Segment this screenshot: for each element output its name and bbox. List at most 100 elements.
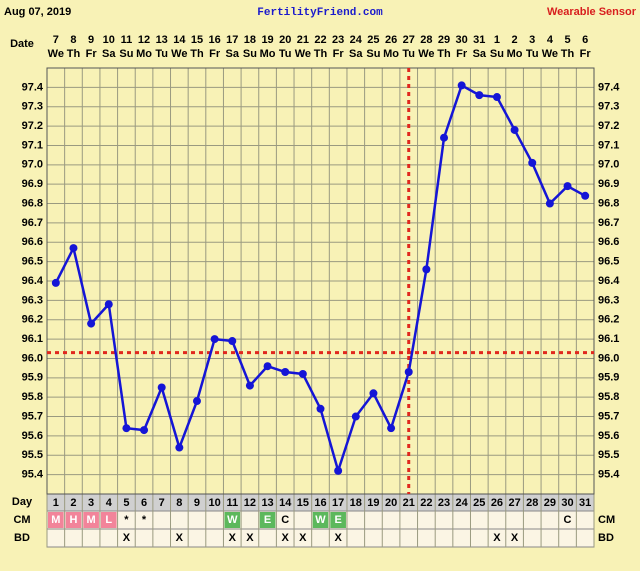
- weekday-label: Th: [314, 48, 328, 60]
- y-tick-label: 96.0: [22, 352, 43, 364]
- y-tick-label-right: 97.3: [598, 101, 619, 113]
- bd-label-right: BD: [598, 532, 614, 544]
- cm-value: E: [334, 514, 341, 526]
- y-tick-label: 96.5: [22, 256, 43, 268]
- temperature-point: [245, 381, 254, 390]
- date-label: 23: [332, 34, 344, 46]
- cycle-day: 31: [579, 497, 591, 509]
- cycle-day: 11: [226, 497, 238, 509]
- cycle-day: 24: [456, 497, 469, 509]
- date-label: Date: [10, 38, 34, 50]
- date-label: 9: [88, 34, 94, 46]
- cm-value: M: [51, 514, 60, 526]
- y-tick-label: 97.0: [22, 159, 43, 171]
- weekday-label: Mo: [507, 48, 523, 60]
- temperature-point: [475, 91, 484, 100]
- cycle-day: 26: [491, 497, 503, 509]
- plot-border: [46, 67, 595, 495]
- bd-label: BD: [14, 532, 30, 544]
- cycle-day: 18: [350, 497, 362, 509]
- date-label: 25: [367, 34, 379, 46]
- temperature-point: [192, 397, 201, 406]
- cycle-day: 4: [106, 497, 113, 509]
- cycle-day: 10: [209, 497, 221, 509]
- cm-value: C: [564, 514, 572, 526]
- source-label: Wearable Sensor: [547, 6, 637, 18]
- y-tick-label: 96.4: [22, 275, 44, 287]
- cm-value: L: [105, 514, 112, 526]
- y-tick-label: 95.5: [22, 449, 43, 461]
- weekday-label: Su: [119, 48, 133, 60]
- temperature-point: [51, 278, 60, 287]
- cm-cell: [48, 512, 64, 528]
- weekday-label: Tu: [155, 48, 168, 60]
- y-tick-label-right: 96.7: [598, 217, 619, 229]
- weekday-label: Tu: [402, 48, 415, 60]
- y-tick-label: 95.4: [22, 469, 44, 481]
- cycle-day: 3: [88, 497, 94, 509]
- y-tick-label: 96.6: [22, 236, 43, 248]
- bd-value: X: [334, 532, 342, 544]
- cm-cell: [224, 512, 241, 528]
- cycle-day: 30: [561, 497, 573, 509]
- cm-cell: [100, 512, 117, 528]
- weekday-label: We: [542, 48, 558, 60]
- cm-value: H: [69, 514, 77, 526]
- bd-value: X: [511, 532, 519, 544]
- y-tick-label: 97.4: [22, 81, 44, 93]
- date-label: 19: [261, 34, 273, 46]
- temperature-point: [263, 362, 272, 371]
- date-label: 13: [156, 34, 168, 46]
- date-label: 28: [420, 34, 432, 46]
- weekday-label: We: [48, 48, 64, 60]
- temperature-point: [492, 93, 501, 102]
- y-tick-label: 97.1: [22, 139, 43, 151]
- date-label: 2: [512, 34, 518, 46]
- temperature-point: [210, 335, 219, 344]
- temperature-point: [87, 319, 96, 328]
- temperature-point: [404, 368, 413, 377]
- bd-value: X: [493, 532, 501, 544]
- cycle-day: 27: [508, 497, 520, 509]
- cycle-day: 6: [141, 497, 147, 509]
- y-tick-label: 96.8: [22, 197, 43, 209]
- cycle-day: 19: [367, 497, 379, 509]
- bd-value: X: [229, 532, 237, 544]
- y-tick-label: 97.2: [22, 120, 43, 132]
- temperature-point: [316, 404, 325, 413]
- cm-value: C: [281, 514, 289, 526]
- weekday-label: Sa: [349, 48, 363, 60]
- temperature-point: [387, 424, 396, 433]
- y-tick-label-right: 96.9: [598, 178, 619, 190]
- date-label: 14: [173, 34, 186, 46]
- day-label: Day: [12, 496, 33, 508]
- weekday-label: Sa: [102, 48, 116, 60]
- temperature-point: [175, 443, 184, 452]
- temperature-point: [545, 199, 554, 208]
- cm-cell: [312, 512, 329, 528]
- date-label: 5: [564, 34, 570, 46]
- cycle-day: 2: [70, 497, 76, 509]
- cycle-day: 20: [385, 497, 397, 509]
- date-label: 16: [209, 34, 221, 46]
- date-label: 22: [314, 34, 326, 46]
- temperature-point: [104, 300, 113, 309]
- cycle-day: 17: [332, 497, 344, 509]
- y-tick-label-right: 95.5: [598, 449, 619, 461]
- y-tick-label: 96.9: [22, 178, 43, 190]
- date-label: 26: [385, 34, 397, 46]
- weekday-label: Fr: [580, 48, 592, 60]
- bd-value: X: [299, 532, 307, 544]
- weekday-label: Su: [490, 48, 504, 60]
- cycle-day: 29: [544, 497, 556, 509]
- y-tick-label-right: 96.0: [598, 352, 619, 364]
- temperature-point: [528, 158, 537, 167]
- weekday-label: Mo: [136, 48, 152, 60]
- weekday-label: Th: [190, 48, 204, 60]
- cycle-day: 14: [279, 497, 292, 509]
- cycle-day: 8: [176, 497, 182, 509]
- cycle-day: 22: [420, 497, 432, 509]
- date-label: 24: [350, 34, 363, 46]
- cycle-day: 12: [244, 497, 256, 509]
